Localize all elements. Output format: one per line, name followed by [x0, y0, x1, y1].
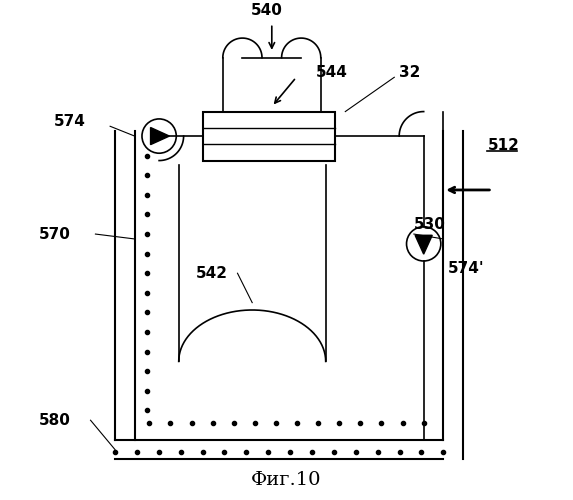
Circle shape: [406, 226, 441, 261]
Text: 540: 540: [251, 4, 283, 18]
Text: 512: 512: [488, 138, 519, 154]
Bar: [203, 112, 336, 160]
Text: Фиг.10: Фиг.10: [251, 471, 322, 489]
Text: 580: 580: [39, 412, 71, 428]
Text: 574: 574: [54, 114, 85, 129]
Text: 530: 530: [414, 217, 446, 232]
Text: 570: 570: [39, 226, 71, 242]
Text: 574': 574': [448, 261, 485, 276]
Polygon shape: [415, 236, 432, 254]
Text: 32: 32: [399, 65, 421, 80]
Text: 542: 542: [196, 266, 227, 280]
Circle shape: [142, 119, 176, 153]
Text: 544: 544: [316, 65, 348, 80]
Polygon shape: [151, 128, 170, 144]
